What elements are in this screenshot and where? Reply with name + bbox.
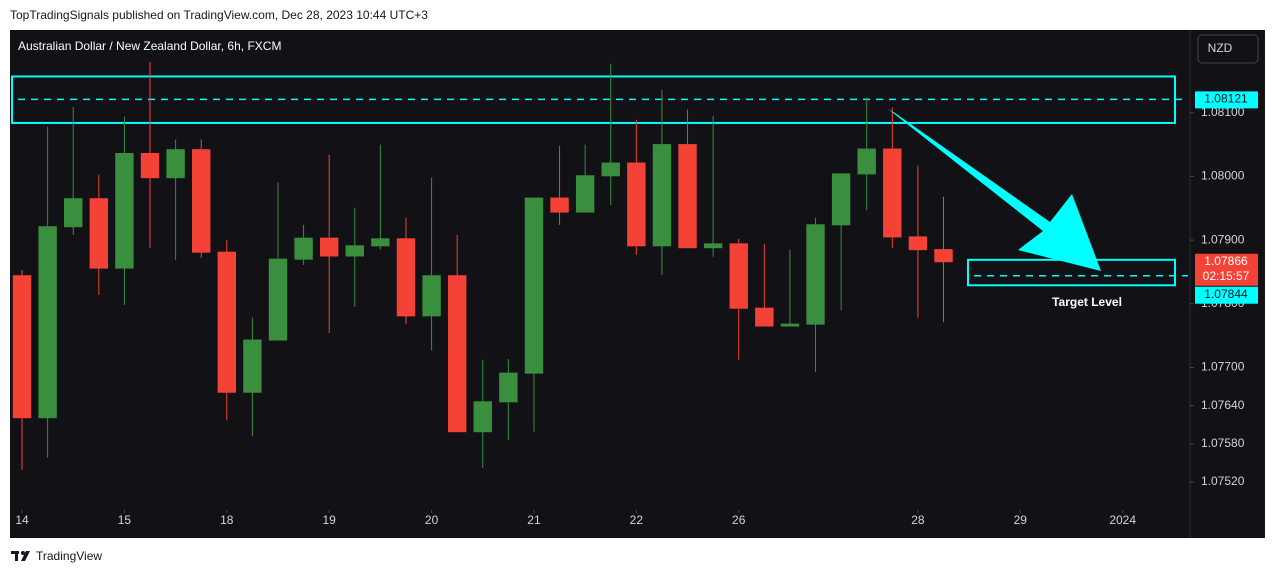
chart-title: Australian Dollar / New Zealand Dollar, … xyxy=(18,39,281,53)
x-tick-label: 29 xyxy=(1014,513,1028,527)
candle-body xyxy=(447,275,467,433)
candle-body xyxy=(473,401,492,433)
candle-body xyxy=(806,224,825,325)
footer: TradingView xyxy=(36,549,102,563)
candle-body xyxy=(755,307,774,327)
candle-body xyxy=(140,153,160,179)
arrow xyxy=(888,109,1101,271)
candle-body xyxy=(524,197,544,374)
candle-body xyxy=(780,323,800,327)
candle-body xyxy=(268,258,288,341)
candle-body xyxy=(601,162,620,177)
candle-body xyxy=(883,148,902,238)
candle-body xyxy=(729,243,748,309)
y-tick-label: 1.07700 xyxy=(1201,360,1245,374)
y-tick-label: 1.07640 xyxy=(1201,398,1245,412)
candle-body xyxy=(627,162,646,247)
candle-body xyxy=(243,339,262,393)
candle-body xyxy=(166,149,185,179)
x-tick-label: 21 xyxy=(527,513,541,527)
x-tick-label: 19 xyxy=(323,513,337,527)
candle-body xyxy=(64,198,83,228)
countdown: 02:15:57 xyxy=(1203,269,1250,283)
candle-body xyxy=(396,238,416,317)
level-label: 1.08121 xyxy=(1204,92,1248,106)
candle-body xyxy=(192,149,211,253)
candle-body xyxy=(678,144,697,249)
y-tick-label: 1.07520 xyxy=(1201,474,1245,488)
y-tick-label: 1.08100 xyxy=(1201,105,1245,119)
candle-body xyxy=(345,245,364,257)
footer-logo xyxy=(11,551,30,561)
candle-body xyxy=(294,237,313,260)
plot: 1.081001.080001.079001.078001.077001.076… xyxy=(11,61,1258,527)
last-price-label: 1.07866 xyxy=(1204,254,1248,268)
candle-body xyxy=(857,148,876,175)
candle-body xyxy=(934,249,953,263)
x-tick-label: 22 xyxy=(630,513,644,527)
logo-part xyxy=(21,551,25,555)
x-tick-label: 28 xyxy=(911,513,925,527)
currency-button[interactable] xyxy=(1197,34,1259,64)
x-tick-label: 18 xyxy=(220,513,234,527)
candle-body xyxy=(371,238,390,247)
logo-part xyxy=(15,551,18,561)
y-tick-label: 1.07580 xyxy=(1201,436,1245,450)
chart-background xyxy=(10,30,1265,538)
candle-body xyxy=(831,173,851,226)
candle-body xyxy=(89,198,109,269)
level-label: 1.07844 xyxy=(1204,287,1248,301)
candle-body xyxy=(115,153,134,269)
candle-body xyxy=(575,175,595,213)
x-tick-label: 15 xyxy=(118,513,132,527)
candle-body xyxy=(703,243,723,249)
x-tick-label: 2024 xyxy=(1109,513,1136,527)
candle-body xyxy=(422,275,441,317)
candle-body xyxy=(652,144,672,247)
candle-body xyxy=(12,275,32,419)
candle-body xyxy=(319,237,339,257)
x-tick-label: 14 xyxy=(15,513,29,527)
candle-body xyxy=(38,226,57,419)
level-label-box xyxy=(1195,286,1258,304)
level-label-box xyxy=(1195,91,1258,109)
candle-body xyxy=(550,197,569,213)
y-tick-label: 1.07900 xyxy=(1201,232,1245,246)
x-tick-label: 26 xyxy=(732,513,746,527)
candle-body xyxy=(908,236,928,251)
candle-body xyxy=(217,251,237,393)
candle-body xyxy=(499,372,518,403)
currency-label[interactable]: NZD xyxy=(1208,41,1233,55)
header: TopTradingSignals published on TradingVi… xyxy=(10,8,428,22)
last-price-label-box xyxy=(1195,253,1258,286)
x-tick-label: 20 xyxy=(425,513,439,527)
y-tick-label: 1.08000 xyxy=(1201,169,1245,183)
logo-part xyxy=(21,551,30,561)
annotation: Target Level xyxy=(1052,295,1122,309)
